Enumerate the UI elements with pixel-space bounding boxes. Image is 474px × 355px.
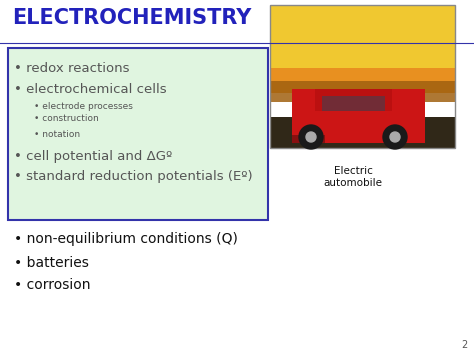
- Bar: [270, 5, 455, 148]
- Text: • batteries: • batteries: [14, 256, 89, 270]
- Bar: [292, 135, 325, 143]
- Bar: [315, 89, 392, 111]
- Circle shape: [383, 125, 407, 149]
- Text: Electric
automobile: Electric automobile: [324, 166, 383, 187]
- Text: • notation: • notation: [34, 130, 80, 139]
- Text: • cell potential and ΔGº: • cell potential and ΔGº: [14, 150, 172, 163]
- Text: ELECTROCHEMISTRY: ELECTROCHEMISTRY: [12, 8, 251, 28]
- Bar: [270, 68, 455, 93]
- Bar: [270, 5, 455, 93]
- Text: • non-equilibrium conditions (Q): • non-equilibrium conditions (Q): [14, 232, 238, 246]
- Text: • redox reactions: • redox reactions: [14, 62, 129, 75]
- Text: • corrosion: • corrosion: [14, 278, 91, 292]
- Text: • standard reduction potentials (Eº): • standard reduction potentials (Eº): [14, 170, 253, 183]
- Text: • construction: • construction: [34, 114, 99, 123]
- Text: • electrode processes: • electrode processes: [34, 102, 133, 111]
- Circle shape: [306, 132, 316, 142]
- Circle shape: [299, 125, 323, 149]
- Bar: [270, 81, 455, 102]
- Bar: [292, 89, 425, 143]
- Bar: [8, 48, 268, 220]
- Circle shape: [390, 132, 400, 142]
- Bar: [270, 117, 455, 148]
- Bar: [322, 96, 385, 111]
- Text: 2: 2: [462, 340, 468, 350]
- Text: • electrochemical cells: • electrochemical cells: [14, 83, 167, 96]
